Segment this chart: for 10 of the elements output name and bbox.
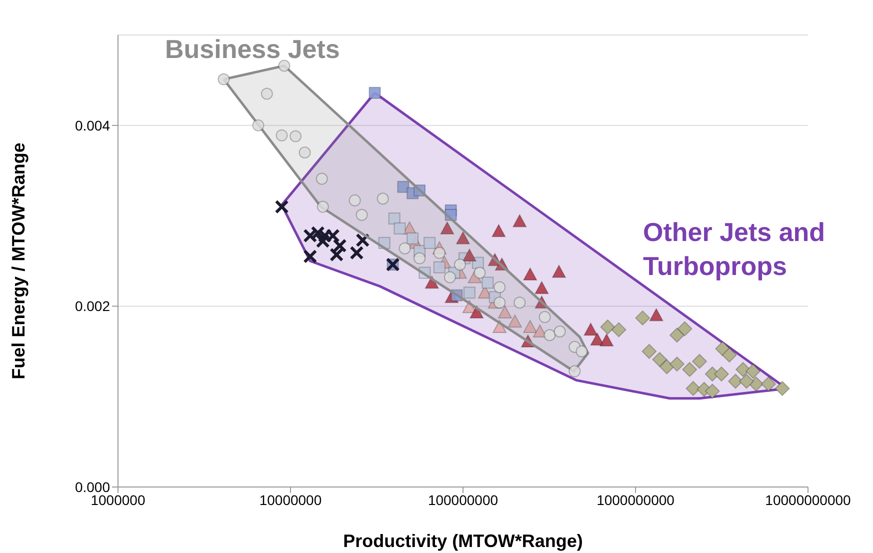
x-tick-label: 1000000000 bbox=[596, 492, 675, 508]
x-tick-label: 100000000 bbox=[428, 492, 498, 508]
x-tick-label: 10000000000 bbox=[765, 492, 852, 508]
y-tick-label: 0.002 bbox=[74, 298, 110, 314]
annotation: Other Jets and Turboprops bbox=[643, 216, 826, 283]
x-axis-title: Productivity (MTOW*Range) bbox=[343, 531, 583, 551]
x-tick-label: 10000000 bbox=[259, 492, 322, 508]
y-tick-label: 0.004 bbox=[74, 117, 110, 134]
annotation: Business Jets bbox=[165, 33, 341, 66]
y-axis-title: Fuel Energy / MTOW*Range bbox=[8, 142, 28, 380]
